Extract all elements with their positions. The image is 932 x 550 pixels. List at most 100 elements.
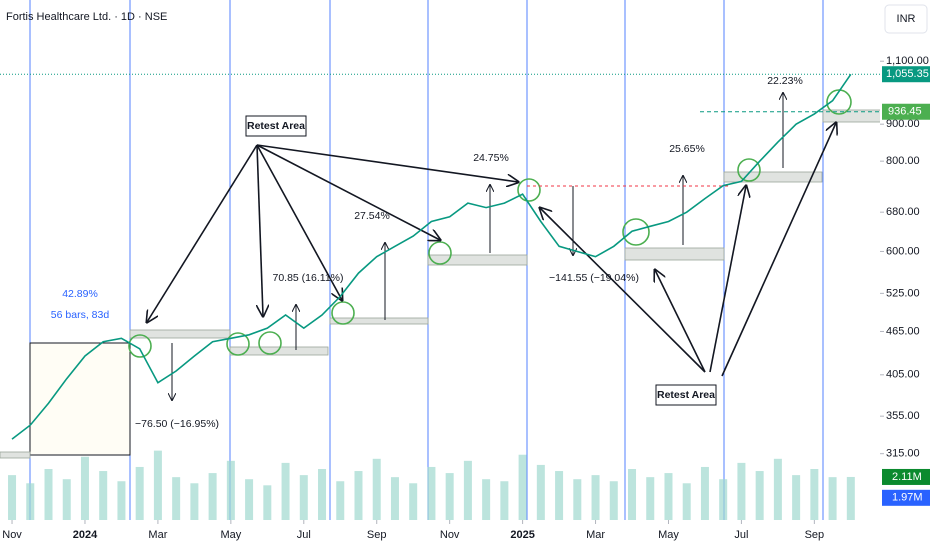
- volume-bar: [80, 456, 89, 520]
- arrows: [147, 123, 836, 377]
- measure-label: −76.50 (−16.95%): [135, 418, 219, 430]
- y-tick-label: 465.00: [886, 325, 920, 337]
- volume-bar: [281, 462, 290, 520]
- x-tick-label: Sep: [805, 529, 825, 541]
- volume-bar: [299, 475, 308, 520]
- annotation-box: [655, 384, 717, 406]
- volume-bar: [336, 481, 345, 520]
- y-tick-label: 1,100.00: [886, 55, 929, 67]
- volume-bar: [737, 462, 746, 520]
- x-tick-label: May: [658, 529, 679, 541]
- volume-bar: [773, 458, 782, 520]
- volume-bar: [591, 475, 600, 520]
- last-price-tag: [882, 66, 930, 83]
- volume-bar: [372, 458, 381, 520]
- price-axis-panel: [880, 0, 932, 550]
- range-box: [29, 342, 131, 456]
- volume-bar: [445, 473, 454, 520]
- volume-bar: [555, 471, 564, 520]
- volume-bar: [99, 471, 108, 520]
- volume-bar: [792, 475, 801, 520]
- volume-bar: [700, 466, 709, 520]
- volume-bar: [482, 479, 491, 520]
- measure-label: 24.75%: [473, 152, 509, 164]
- volume-bar: [135, 466, 144, 520]
- annotation-box: [245, 115, 307, 137]
- volume-bar: [62, 479, 71, 520]
- volume-bar: [26, 483, 35, 520]
- y-tick-label: 315.00: [886, 448, 920, 460]
- retest-zones: [0, 109, 882, 459]
- currency: INR: [897, 13, 916, 25]
- chart-title: Fortis Healthcare Ltd. · 1D · NSE: [6, 11, 167, 23]
- volume-label: 1.97M: [892, 492, 923, 504]
- x-tick-label: Mar: [586, 529, 605, 541]
- volume-bar: [117, 481, 126, 520]
- measure-lines: [172, 93, 783, 400]
- x-tick-label: Mar: [148, 529, 167, 541]
- volume-bar: [719, 479, 728, 520]
- y-tick-label: 900.00: [886, 118, 920, 130]
- retest-label: Retest Area: [657, 389, 715, 401]
- last-price-label: 1,055.35: [886, 68, 929, 80]
- volume-bar: [609, 481, 618, 520]
- volume-bar: [463, 460, 472, 520]
- currency-box: [884, 4, 928, 34]
- measure-label: 25.65%: [669, 143, 705, 155]
- volume-bar: [500, 481, 509, 520]
- volume-bar: [318, 469, 327, 520]
- volume-bar: [409, 483, 418, 520]
- volume-bar: [427, 466, 436, 520]
- volume-bar: [828, 477, 837, 520]
- level-tag: [882, 103, 930, 120]
- y-tick-label: 800.00: [886, 155, 920, 167]
- x-tick-label: Nov: [440, 529, 460, 541]
- volume-bar: [846, 476, 855, 520]
- level-label: 936.45: [888, 106, 922, 118]
- measure-label: 70.85 (16.11%): [272, 272, 343, 284]
- volume-bar: [810, 469, 819, 520]
- measure-label: 22.23%: [767, 75, 803, 87]
- volume-tag: [882, 468, 930, 485]
- measure-label: 42.89%: [62, 288, 98, 300]
- measure-label: 27.54%: [354, 210, 390, 222]
- y-tick-label: 680.00: [886, 206, 920, 218]
- y-tick-label: 600.00: [886, 245, 920, 257]
- x-tick-label: May: [220, 529, 241, 541]
- volume-bar: [646, 477, 655, 520]
- volume-bar: [263, 485, 272, 520]
- volume-bar: [44, 469, 53, 520]
- price-line: [11, 73, 852, 440]
- volume-label: 2.11M: [892, 471, 922, 483]
- volume-bar: [354, 471, 363, 520]
- volume-bar: [208, 473, 217, 520]
- measure-label: 56 bars, 83d: [51, 309, 110, 321]
- x-tick-label: Jul: [734, 529, 748, 541]
- volume-bar: [245, 479, 254, 520]
- retest-label: Retest Area: [247, 120, 305, 132]
- volume-bar: [536, 464, 545, 520]
- x-tick-label: Sep: [367, 529, 387, 541]
- y-tick-label: 525.00: [886, 287, 920, 299]
- volume-tag: [882, 489, 930, 506]
- volume-bar: [682, 483, 691, 520]
- volume-bar: [8, 475, 17, 520]
- volume-bar: [755, 471, 764, 520]
- x-tick-label: Jul: [297, 529, 311, 541]
- y-tick-label: 355.00: [886, 410, 920, 422]
- volume-bar: [573, 479, 582, 520]
- volume-bar: [518, 454, 527, 520]
- volume-bar: [153, 450, 162, 520]
- volume-bar: [628, 469, 637, 520]
- x-tick-label: Nov: [2, 529, 22, 541]
- volume-bar: [190, 483, 199, 520]
- volume-bar: [226, 460, 235, 520]
- x-tick-label: 2025: [510, 529, 534, 541]
- volume-bar: [390, 477, 399, 520]
- x-tick-label: 2024: [73, 529, 98, 541]
- volume-bar: [172, 477, 181, 520]
- measure-label: −141.55 (−19.04%): [549, 272, 639, 284]
- y-tick-label: 405.00: [886, 369, 920, 381]
- volume-bar: [664, 473, 673, 520]
